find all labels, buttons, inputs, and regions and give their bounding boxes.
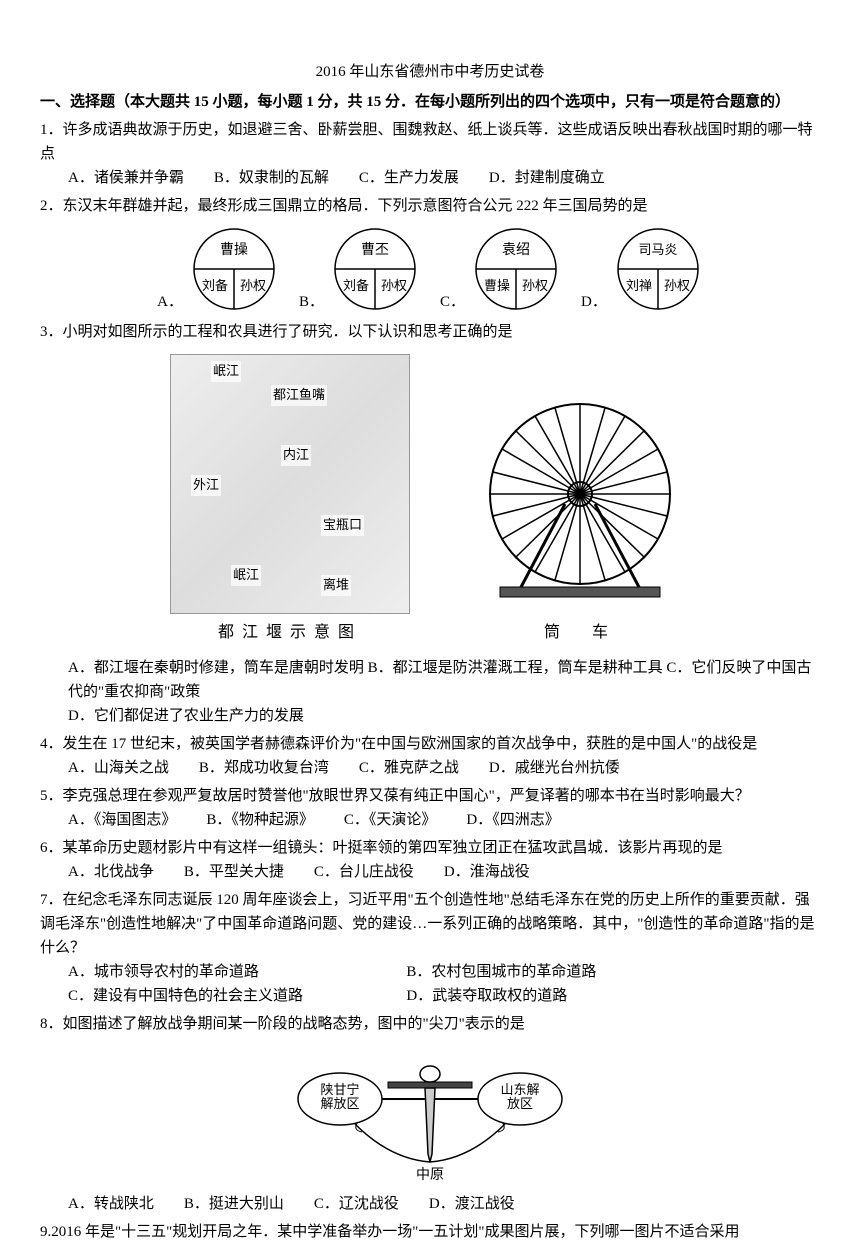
- svg-text:曹操: 曹操: [220, 242, 248, 258]
- q3-option-a: A．都江堰在秦朝时修建，筒车是唐朝时发明: [68, 660, 364, 676]
- q8-option-b: B．挺进大别山: [184, 1192, 284, 1216]
- map-label: 离堆: [321, 575, 351, 596]
- q7-option-d: D．武装夺取政权的道路: [406, 984, 744, 1008]
- question-1: 1．许多成语典故源于历史，如退避三舍、卧薪尝胆、围魏救赵、纸上谈兵等．这些成语反…: [40, 118, 820, 190]
- question-2: 2．东汉末年群雄并起，最终形成三国鼎立的格局．下列示意图符合公元 222 年三国…: [40, 194, 820, 314]
- q7-option-b: B．农村包围城市的革命道路: [406, 960, 744, 984]
- question-5: 5．李克强总理在参观严复故居时赞誉他"放眼世界又葆有纯正中国心"，严复译著的哪本…: [40, 784, 820, 832]
- map-label: 宝瓶口: [321, 515, 364, 536]
- waterwheel-image: 筒 车: [470, 394, 690, 646]
- map-label: 都江鱼嘴: [271, 385, 327, 406]
- q4-option-c: C．雅克萨之战: [359, 756, 459, 780]
- pie-chart-icon: 曹操 刘备 孙权: [189, 224, 279, 314]
- q8-option-c: C．辽沈战役: [314, 1192, 399, 1216]
- question-9: 9.2016 年是"十三五"规划开局之年．某中学准备举办一场"一五计划"成果图片…: [40, 1220, 820, 1244]
- svg-text:陕甘宁解放区: 陕甘宁解放区: [320, 1082, 359, 1111]
- q2-label-d: D．: [581, 290, 607, 314]
- q4-option-d: D．戚继光台州抗倭: [489, 756, 620, 780]
- q6-option-b: B．平型关大捷: [184, 860, 284, 884]
- q5-text: 5．李克强总理在参观严复故居时赞誉他"放眼世界又葆有纯正中国心"，严复译著的哪本…: [40, 784, 820, 808]
- q6-option-a: A．北伐战争: [68, 860, 154, 884]
- question-4: 4．发生在 17 世纪末，被英国学者赫德森评价为"在中国与欧洲国家的首次战争中，…: [40, 732, 820, 780]
- q2-pie-row: A． 曹操 刘备 孙权 B． 曹丕 刘备 孙权 C．: [40, 224, 820, 314]
- q8-option-d: D．渡江战役: [429, 1192, 515, 1216]
- q3-option-d: D．它们都促进了农业生产力的发展: [68, 708, 304, 724]
- svg-text:刘备: 刘备: [202, 278, 228, 293]
- section-heading: 一、选择题（本大题共 15 小题，每小题 1 分，共 15 分．在每小题所列出的…: [40, 90, 820, 114]
- wheel-caption: 筒 车: [544, 620, 616, 646]
- svg-text:刘备: 刘备: [343, 278, 369, 293]
- svg-text:袁绍: 袁绍: [502, 242, 530, 258]
- pie-chart-icon: 司马炎 刘禅 孙权: [613, 224, 703, 314]
- q1-option-c: C．生产力发展: [359, 166, 459, 190]
- q6-option-d: D．淮海战役: [444, 860, 530, 884]
- q2-text: 2．东汉末年群雄并起，最终形成三国鼎立的格局．下列示意图符合公元 222 年三国…: [40, 194, 820, 218]
- pie-chart-icon: 袁绍 曹操 孙权: [471, 224, 561, 314]
- svg-text:孙权: 孙权: [664, 278, 690, 293]
- q2-label-b: B．: [299, 290, 324, 314]
- svg-text:刘禅: 刘禅: [626, 278, 652, 293]
- q6-option-c: C．台儿庄战役: [314, 860, 414, 884]
- q3-option-b: B．都江堰是防洪灌溉工程，筒车是耕种工具: [368, 660, 663, 676]
- q1-option-b: B．奴隶制的瓦解: [214, 166, 329, 190]
- map-label: 内江: [281, 445, 311, 466]
- map-label: 外江: [191, 475, 221, 496]
- q8-text: 8．如图描述了解放战争期间某一阶段的战略态势，图中的"尖刀"表示的是: [40, 1012, 820, 1036]
- map-label: 岷江: [211, 361, 241, 382]
- question-8: 8．如图描述了解放战争期间某一阶段的战略态势，图中的"尖刀"表示的是 陕甘宁解放…: [40, 1012, 820, 1216]
- q3-text: 3．小明对如图所示的工程和农具进行了研究．以下认识和思考正确的是: [40, 320, 820, 344]
- q5-option-a: A．《海国图志》: [68, 808, 176, 832]
- q4-option-b: B．郑成功收复台湾: [199, 756, 329, 780]
- map-label: 岷江: [231, 565, 261, 586]
- q8-option-a: A．转战陕北: [68, 1192, 154, 1216]
- svg-text:孙权: 孙权: [522, 278, 548, 293]
- q5-option-d: D．《四洲志》: [466, 808, 559, 832]
- q8-diagram: 陕甘宁解放区 山东解放区 中原: [40, 1044, 820, 1184]
- svg-text:中原: 中原: [416, 1167, 444, 1183]
- dujiangyan-map: 岷江 都江鱼嘴 内江 外江 宝瓶口 岷江 离堆 都江堰示意图: [170, 354, 410, 646]
- q5-option-c: C．《天演论》: [344, 808, 437, 832]
- q7-option-c: C．建设有中国特色的社会主义道路: [68, 984, 406, 1008]
- q4-option-a: A．山海关之战: [68, 756, 169, 780]
- q1-option-d: D．封建制度确立: [489, 166, 605, 190]
- pie-chart-icon: 曹丕 刘备 孙权: [330, 224, 420, 314]
- q6-text: 6．某革命历史题材影片中有这样一组镜头：叶挺率领的第四军独立团正在猛攻武昌城．该…: [40, 836, 820, 860]
- question-7: 7．在纪念毛泽东同志诞辰 120 周年座谈会上，习近平用"五个创造性地"总结毛泽…: [40, 888, 820, 1008]
- svg-text:孙权: 孙权: [240, 278, 266, 293]
- svg-text:曹操: 曹操: [484, 278, 510, 293]
- map-caption: 都江堰示意图: [218, 620, 362, 646]
- question-6: 6．某革命历史题材影片中有这样一组镜头：叶挺率领的第四军独立团正在猛攻武昌城．该…: [40, 836, 820, 884]
- exam-title: 2016 年山东省德州市中考历史试卷: [40, 60, 820, 84]
- q2-label-c: C．: [440, 290, 465, 314]
- q7-text: 7．在纪念毛泽东同志诞辰 120 周年座谈会上，习近平用"五个创造性地"总结毛泽…: [40, 888, 820, 960]
- q7-option-a: A．城市领导农村的革命道路: [68, 960, 406, 984]
- q2-label-a: A．: [157, 290, 183, 314]
- q9-text: 9.2016 年是"十三五"规划开局之年．某中学准备举办一场"一五计划"成果图片…: [40, 1220, 820, 1244]
- svg-text:曹丕: 曹丕: [361, 242, 389, 258]
- q1-text: 1．许多成语典故源于历史，如退避三舍、卧薪尝胆、围魏救赵、纸上谈兵等．这些成语反…: [40, 118, 820, 166]
- q5-option-b: B．《物种起源》: [206, 808, 314, 832]
- q1-option-a: A．诸侯兼并争霸: [68, 166, 184, 190]
- dagger-diagram-icon: 陕甘宁解放区 山东解放区 中原: [280, 1044, 580, 1184]
- svg-text:孙权: 孙权: [381, 278, 407, 293]
- waterwheel-icon: [470, 394, 690, 614]
- q4-text: 4．发生在 17 世纪末，被英国学者赫德森评价为"在中国与欧洲国家的首次战争中，…: [40, 732, 820, 756]
- svg-text:司马炎: 司马炎: [638, 242, 677, 257]
- question-3: 3．小明对如图所示的工程和农具进行了研究．以下认识和思考正确的是 岷江 都江鱼嘴…: [40, 320, 820, 728]
